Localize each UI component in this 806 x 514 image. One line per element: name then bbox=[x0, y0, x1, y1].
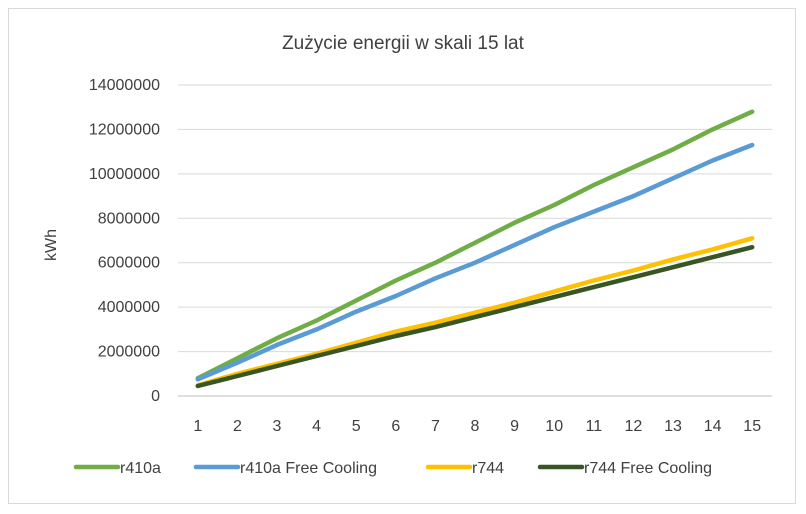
y-axis-ticks: 0 2000000 4000000 6000000 8000000 10000000 120… bbox=[89, 77, 160, 405]
x-tick-label: 8 bbox=[471, 418, 480, 435]
y-tick-label: 6000000 bbox=[98, 255, 160, 272]
y-axis-title: kWh bbox=[43, 229, 60, 261]
y-tick-label: 8000000 bbox=[98, 210, 160, 227]
y-tick-label: 12000000 bbox=[89, 121, 160, 138]
legend-label: r744 bbox=[472, 460, 504, 477]
x-tick-label: 3 bbox=[273, 418, 282, 435]
y-tick-label: 10000000 bbox=[89, 166, 160, 183]
x-tick-label: 15 bbox=[743, 418, 761, 435]
x-tick-label: 13 bbox=[664, 418, 682, 435]
x-tick-label: 1 bbox=[193, 418, 202, 435]
x-tick-label: 14 bbox=[704, 418, 722, 435]
series-line bbox=[195, 109, 755, 381]
y-tick-label: 0 bbox=[151, 388, 160, 405]
x-tick-label: 9 bbox=[510, 418, 519, 435]
chart-title: Zużycie energii w skali 15 lat bbox=[282, 33, 525, 54]
x-tick-label: 10 bbox=[545, 418, 563, 435]
legend-label: r744 Free Cooling bbox=[584, 460, 712, 477]
x-axis-ticks: 1 2 3 4 5 6 7 8 9 10 11 12 13 14 15 bbox=[193, 418, 761, 435]
series-lines bbox=[195, 109, 755, 389]
x-tick-label: 5 bbox=[352, 418, 361, 435]
x-tick-label: 11 bbox=[585, 418, 602, 435]
x-tick-label: 2 bbox=[233, 418, 242, 435]
y-tick-label: 2000000 bbox=[98, 344, 160, 361]
x-tick-label: 12 bbox=[625, 418, 643, 435]
legend-label: r410a Free Cooling bbox=[240, 460, 377, 477]
grid-lines bbox=[178, 84, 772, 397]
x-tick-label: 4 bbox=[312, 418, 321, 435]
legend-label: r410a bbox=[120, 460, 161, 477]
series-line bbox=[195, 142, 755, 382]
x-tick-label: 6 bbox=[391, 418, 400, 435]
x-tick-label: 7 bbox=[431, 418, 440, 435]
legend: r410a r410a Free Cooling r744 r744 Free Coo… bbox=[73, 460, 712, 477]
y-tick-label: 4000000 bbox=[98, 299, 160, 316]
chart-frame bbox=[8, 8, 796, 504]
series-line bbox=[195, 244, 755, 389]
y-tick-label: 14000000 bbox=[89, 77, 160, 94]
